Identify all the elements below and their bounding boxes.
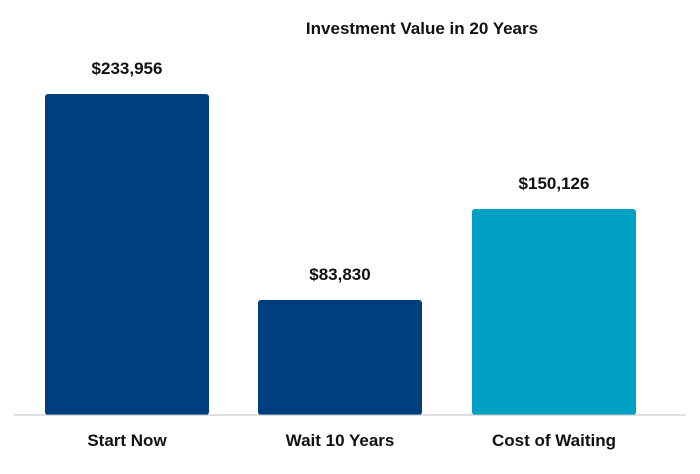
bar <box>258 299 422 415</box>
bar-value-label: $150,126 <box>519 174 590 193</box>
value-labels-layer: $233,956 $83,830 $150,126 <box>92 59 590 284</box>
x-tick-label: Cost of Waiting <box>492 431 616 450</box>
chart-title: Investment Value in 20 Years <box>306 19 538 38</box>
x-tick-label: Start Now <box>87 431 167 450</box>
category-labels-layer: Start Now Wait 10 Years Cost of Waiting <box>87 431 616 450</box>
x-tick-label: Wait 10 Years <box>286 431 395 450</box>
bars-layer <box>45 94 636 415</box>
bar <box>45 94 209 415</box>
bar <box>472 209 636 415</box>
bar-value-label: $233,956 <box>92 59 163 78</box>
bar-value-label: $83,830 <box>309 265 370 284</box>
